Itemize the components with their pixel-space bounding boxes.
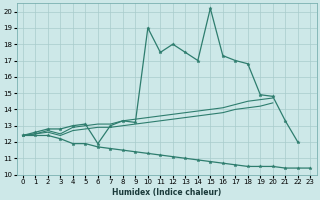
X-axis label: Humidex (Indice chaleur): Humidex (Indice chaleur) bbox=[112, 188, 221, 197]
